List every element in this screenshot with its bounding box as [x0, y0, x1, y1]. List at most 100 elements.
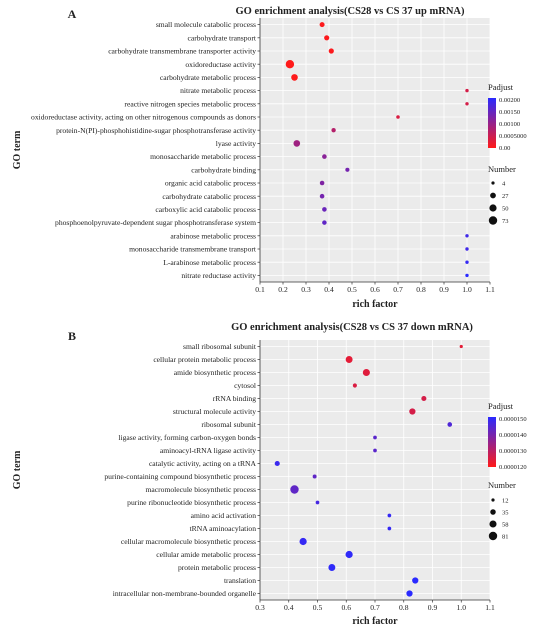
legend-number-label: 50 [502, 205, 509, 212]
chart-title: GO enrichment analysis(CS28 vs CS 37 dow… [231, 322, 473, 333]
x-tick-label: 0.6 [370, 285, 380, 294]
data-point [345, 550, 353, 559]
x-tick-label: 0.7 [393, 285, 403, 294]
legend-number-dot [491, 498, 495, 502]
y-tick-label: translation [224, 576, 256, 585]
y-tick-label: L-arabinose metabolic process [163, 258, 256, 267]
y-tick-label: aminoacyl-tRNA ligase activity [160, 446, 256, 455]
y-tick-label: purine-containing compound biosynthetic … [104, 472, 256, 481]
data-point [352, 383, 357, 388]
data-point [328, 564, 336, 571]
data-point [331, 128, 336, 133]
x-tick-label: 0.9 [439, 285, 449, 294]
data-point [290, 485, 299, 494]
y-tick-label: tRNA aminoacylation [190, 524, 257, 533]
y-tick-label: macromolecule biosynthetic process [146, 485, 257, 494]
x-tick-label: 0.6 [342, 603, 352, 612]
data-point [373, 448, 377, 453]
data-point [324, 35, 330, 41]
x-tick-label: 1.0 [462, 285, 472, 294]
legend-number-label: 81 [502, 533, 509, 540]
legend-number-label: 58 [502, 521, 509, 528]
y-tick-label: cellular macromolecule biosynthetic proc… [121, 537, 256, 546]
data-point [274, 460, 280, 467]
y-tick-label: rRNA binding [213, 394, 256, 403]
data-point [465, 273, 469, 278]
x-axis-label: rich factor [352, 299, 398, 310]
legend-number-label: 4 [502, 180, 506, 187]
data-point [322, 154, 327, 159]
data-point [291, 74, 298, 81]
y-tick-label: lyase activity [216, 139, 256, 148]
x-tick-label: 0.8 [416, 285, 426, 294]
legend-number-label: 12 [502, 497, 509, 504]
x-tick-label: 0.5 [347, 285, 357, 294]
y-tick-label: reactive nitrogen species metabolic proc… [124, 99, 256, 108]
y-tick-label: small ribosomal subunit [183, 342, 257, 351]
legend-number-label: 27 [502, 193, 509, 200]
y-tick-label: amide biosynthetic process [174, 368, 256, 377]
data-point [421, 395, 427, 402]
y-tick-label: ligase activity, forming carbon-oxygen b… [118, 433, 256, 442]
data-point [312, 474, 317, 479]
y-tick-label: carbohydrate transmembrane transporter a… [108, 47, 256, 56]
legend-number-dot [489, 204, 497, 212]
x-tick-label: 0.3 [301, 285, 311, 294]
x-tick-label: 1.1 [485, 603, 495, 612]
x-tick-label: 0.4 [324, 285, 334, 294]
legend-padjust-label: 0.00 [499, 145, 510, 152]
chart-panel-b: B GO enrichment analysis(CS28 vs CS 37 do… [12, 322, 527, 627]
legend-number-dot [490, 192, 496, 199]
x-tick-label: 0.1 [255, 285, 265, 294]
y-tick-label: carbohydrate binding [191, 165, 256, 174]
data-point [465, 234, 469, 238]
legend-padjust-label: 0.0000140 [499, 432, 527, 439]
y-tick-label: arabinose metabolic process [170, 231, 256, 240]
legend-padjust-title: Padjust [488, 82, 514, 92]
legend-number-dot [490, 509, 496, 515]
y-tick-label: nitrate metabolic process [180, 86, 256, 95]
data-point [319, 180, 325, 186]
legend-number-title: Number [488, 480, 516, 490]
legend-colorbar [488, 98, 496, 148]
data-point [328, 48, 334, 54]
legend-number-dot [488, 216, 498, 225]
legend-number-dot [489, 520, 497, 528]
legend-padjust-title: Padjust [488, 401, 514, 411]
data-point [447, 422, 453, 427]
y-axis-label: GO term [12, 130, 23, 169]
legend-number-label: 73 [502, 218, 509, 225]
chart-title: GO enrichment analysis(CS28 vs CS 37 up … [236, 6, 465, 17]
data-point [465, 88, 469, 93]
legend-padjust-label: 0.00100 [499, 121, 520, 128]
legend-padjust-label: 0.0000130 [499, 448, 527, 455]
y-tick-label: small molecule catabolic process [156, 20, 256, 29]
data-point [345, 356, 353, 363]
x-tick-label: 0.9 [428, 603, 438, 612]
x-tick-label: 0.5 [313, 603, 323, 612]
data-point [459, 344, 463, 349]
y-axis-label: GO term [12, 450, 23, 489]
y-tick-label: carbohydrate metabolic process [160, 73, 256, 82]
y-tick-label: monosaccharide transmembrane transport [129, 245, 257, 254]
legend-number-dot [488, 531, 498, 541]
data-point [362, 368, 370, 377]
panel-label: B [68, 329, 76, 343]
y-tick-label: organic acid catabolic process [165, 179, 256, 188]
data-point [465, 102, 469, 106]
legend-colorbar [488, 417, 496, 467]
legend-number-dot [491, 181, 495, 185]
data-point [293, 140, 301, 147]
y-tick-label: cytosol [234, 381, 256, 390]
legend-padjust-label: 0.00200 [499, 97, 520, 104]
x-tick-label: 0.4 [284, 603, 294, 612]
data-point [322, 220, 327, 225]
data-point [396, 115, 400, 119]
data-point [387, 526, 392, 531]
y-tick-label: amino acid activation [191, 511, 257, 520]
legend-padjust-label: 0.0000120 [499, 464, 527, 471]
y-tick-label: oxidoreductase activity, acting on other… [31, 113, 256, 122]
data-point [409, 408, 416, 415]
data-point [373, 435, 377, 440]
